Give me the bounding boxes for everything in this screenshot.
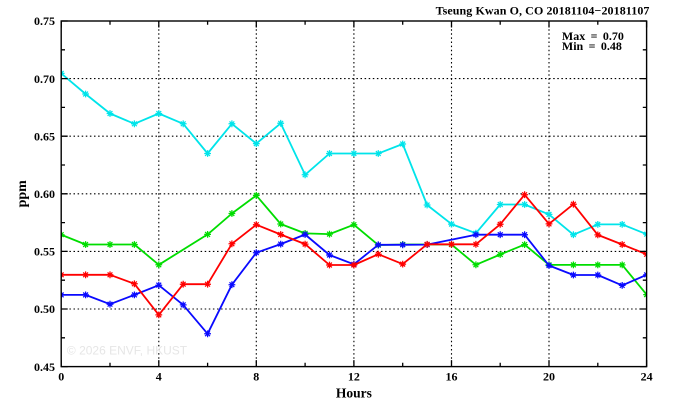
svg-text:Min = 0.48: Min = 0.48 — [562, 39, 622, 53]
svg-text:0.45: 0.45 — [34, 360, 55, 374]
svg-text:Tseung Kwan O, CO 20181104−201: Tseung Kwan O, CO 20181104−20181107 — [436, 3, 650, 17]
svg-text:12: 12 — [348, 370, 360, 384]
svg-text:16: 16 — [446, 370, 458, 384]
svg-text:Hours: Hours — [336, 386, 372, 401]
svg-text:4: 4 — [156, 370, 162, 384]
svg-text:0.55: 0.55 — [34, 245, 55, 259]
svg-text:0.50: 0.50 — [34, 302, 55, 316]
svg-text:0: 0 — [58, 370, 64, 384]
svg-text:0.70: 0.70 — [34, 72, 55, 86]
svg-text:0.60: 0.60 — [34, 187, 55, 201]
svg-text:0.75: 0.75 — [34, 14, 55, 28]
svg-text:8: 8 — [253, 370, 259, 384]
svg-text:20: 20 — [543, 370, 555, 384]
svg-text:ppm: ppm — [15, 180, 30, 208]
svg-text:0.65: 0.65 — [34, 129, 55, 143]
svg-text:24: 24 — [641, 370, 653, 384]
svg-text:Max = 0.70: Max = 0.70 — [562, 29, 624, 43]
svg-text:© 2026 ENVF, HKUST: © 2026 ENVF, HKUST — [67, 344, 188, 358]
